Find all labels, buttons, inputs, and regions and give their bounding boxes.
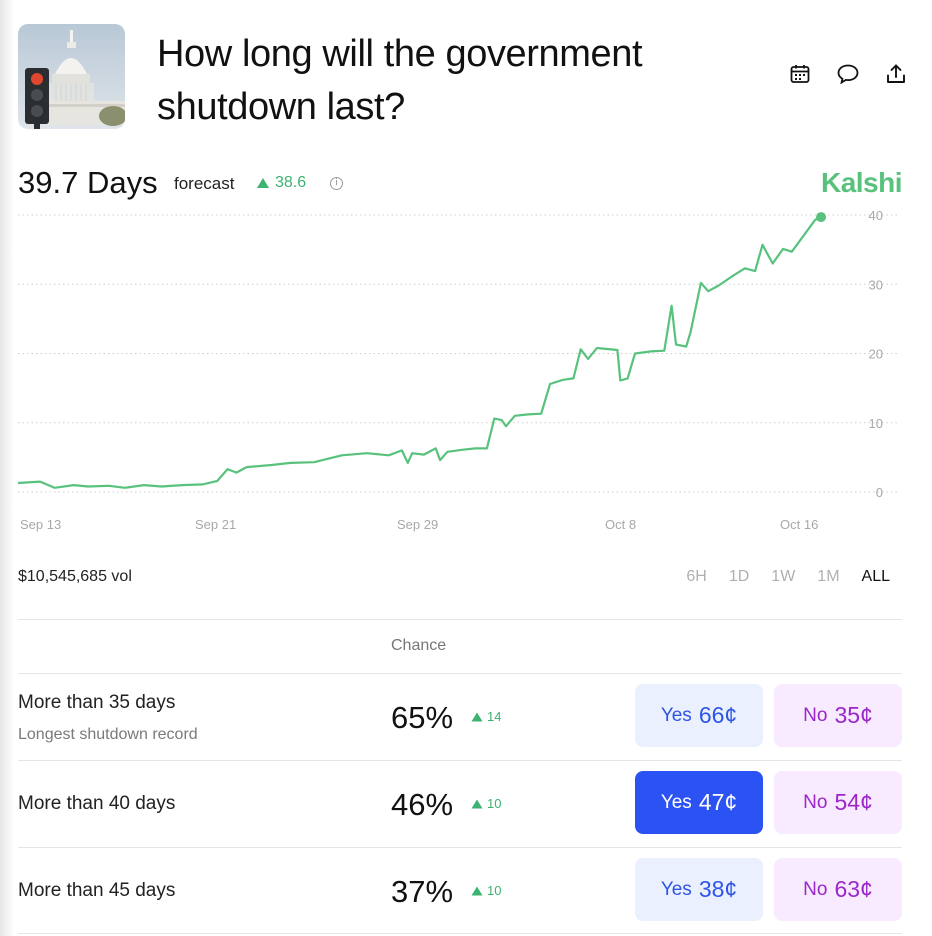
buy-yes-button[interactable]: Yes 47¢	[635, 771, 763, 834]
outcome-chance: 37%	[391, 874, 454, 909]
header-actions	[788, 62, 908, 86]
no-price: 54¢	[834, 789, 873, 815]
outcome-change-value: 10	[487, 883, 502, 898]
forecast-label: forecast	[174, 174, 235, 193]
brand-logo: Kalshi	[820, 167, 903, 198]
y-tick-label: 30	[869, 277, 883, 292]
calendar-icon[interactable]	[788, 62, 812, 86]
no-label: No	[803, 704, 828, 726]
buy-yes-button[interactable]: Yes 38¢	[635, 858, 763, 921]
buy-no-button[interactable]: No 63¢	[774, 858, 902, 921]
up-triangle-icon	[471, 886, 483, 895]
divider	[18, 847, 902, 848]
outcome-chance: 46%	[391, 787, 454, 822]
share-icon[interactable]	[884, 62, 908, 86]
outcome-change: 10	[471, 796, 501, 811]
outcome-change: 10	[471, 883, 501, 898]
x-tick-label: Sep 29	[397, 517, 438, 532]
outcome-row: More than 40 days 46% 10 Yes 47¢ No 54¢	[18, 761, 902, 847]
x-tick-label: Oct 16	[780, 517, 818, 532]
no-label: No	[803, 878, 828, 900]
y-tick-label: 10	[869, 416, 883, 431]
divider	[18, 673, 902, 674]
y-axis-ticks: 0 10 20 30 40	[869, 208, 883, 500]
range-1m-button[interactable]: 1M	[817, 568, 840, 585]
forecast-summary: 39.7 Days forecast 38.6 i Kalshi	[18, 165, 903, 201]
yes-price: 66¢	[698, 702, 738, 728]
series-line	[17, 216, 822, 489]
x-tick-label: Sep 13	[20, 517, 61, 532]
yes-label: Yes	[660, 878, 692, 900]
buy-no-button[interactable]: No 35¢	[774, 684, 902, 747]
chance-column-header: Chance	[391, 637, 447, 654]
x-tick-label: Sep 21	[195, 517, 236, 532]
info-icon[interactable]: i	[330, 177, 343, 190]
forecast-chart: 0 10 20 30 40 Sep 13 Sep 21 Sep 29 Oct 8 Oct 16	[17, 208, 900, 532]
forecast-change-value: 38.6	[275, 174, 307, 191]
outcome-change-value: 14	[487, 709, 502, 724]
outcome-row: More than 45 days 37% 10 Yes 38¢ No 63¢	[18, 848, 902, 934]
y-tick-label: 20	[869, 347, 883, 362]
divider	[18, 933, 902, 934]
y-tick-label: 40	[869, 208, 883, 223]
up-triangle-icon	[471, 799, 483, 808]
outcome-change-value: 10	[487, 796, 502, 811]
market-thumbnail	[18, 24, 125, 129]
outcome-name: More than 45 days	[18, 880, 176, 901]
yes-label: Yes	[660, 791, 692, 813]
forecast-change: 38.6	[256, 174, 306, 192]
range-1w-button[interactable]: 1W	[771, 568, 796, 585]
divider	[18, 619, 902, 620]
y-tick-label: 0	[876, 485, 883, 500]
x-axis-ticks: Sep 13 Sep 21 Sep 29 Oct 8 Oct 16	[20, 517, 818, 532]
outcome-chance: 65%	[391, 700, 454, 735]
market-header: How long will the government shutdown la…	[18, 22, 908, 132]
chart-series	[17, 212, 827, 489]
divider	[18, 760, 902, 761]
yes-price: 38¢	[698, 876, 738, 902]
comment-icon[interactable]	[836, 62, 860, 86]
buy-no-button[interactable]: No 54¢	[774, 771, 902, 834]
series-endpoint	[816, 212, 827, 223]
x-tick-label: Oct 8	[605, 517, 636, 532]
no-label: No	[803, 791, 828, 813]
outcome-subtitle: Longest shutdown record	[18, 726, 198, 743]
outcome-name: More than 40 days	[18, 793, 176, 814]
volume-label: $10,545,685 vol	[18, 568, 132, 585]
buy-yes-button[interactable]: Yes 66¢	[635, 684, 763, 747]
outcome-change: 14	[471, 709, 501, 724]
chart-grid	[18, 214, 900, 493]
no-price: 35¢	[834, 702, 873, 728]
outcome-row: More than 35 days Longest shutdown recor…	[18, 674, 902, 760]
forecast-value: 39.7 Days	[18, 165, 158, 200]
yes-label: Yes	[660, 704, 692, 726]
market-title: How long will the government shutdown la…	[157, 33, 643, 128]
yes-price: 47¢	[698, 789, 738, 815]
time-range-selector: 6H 1D 1W 1M ALL	[684, 568, 892, 586]
up-triangle-icon	[471, 712, 483, 721]
up-triangle-icon	[257, 178, 269, 188]
range-all-button[interactable]: ALL	[861, 568, 890, 585]
outcome-name: More than 35 days	[18, 692, 176, 713]
no-price: 63¢	[834, 876, 873, 902]
range-6h-button[interactable]: 6H	[686, 568, 707, 585]
range-1d-button[interactable]: 1D	[728, 568, 750, 585]
